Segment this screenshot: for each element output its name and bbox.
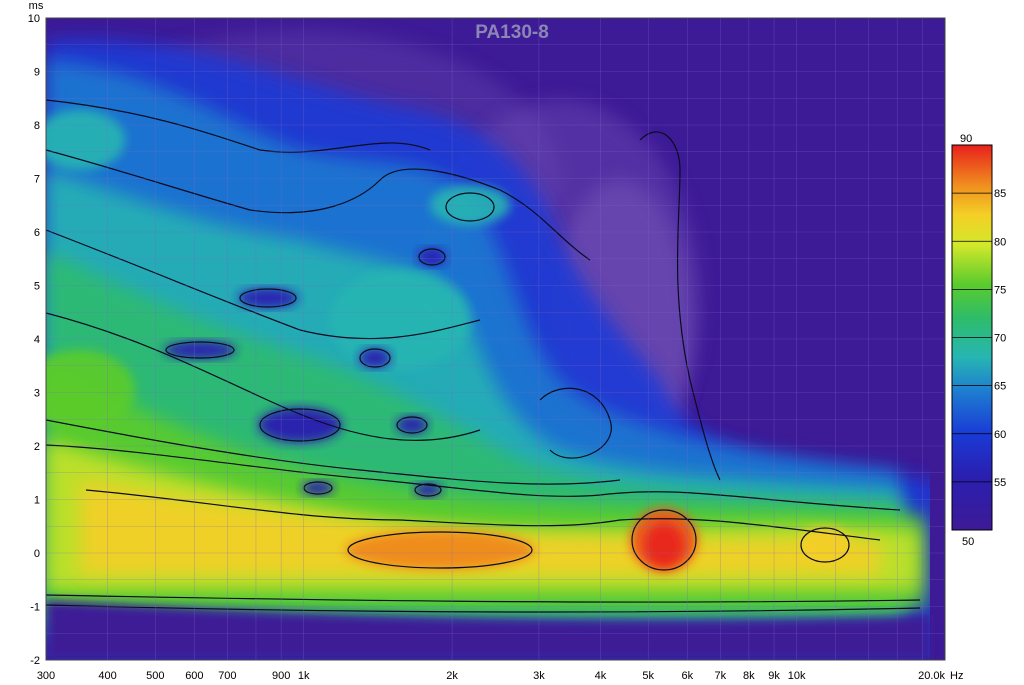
x-tick-label: 600 (185, 670, 203, 682)
x-tick-label: 10k (788, 670, 806, 682)
x-tick-label: 5k (642, 670, 654, 682)
contour-lines (46, 99, 921, 613)
x-axis: 300 400 500 600 700 900 1k 2k 3k 4k 5k 6k 7k 8k 9k 10k 2… (37, 670, 946, 682)
colorbar-top-label: 90 (960, 133, 972, 145)
colorbar-tick-label: 80 (994, 236, 1006, 248)
x-tick-label: 7k (714, 670, 726, 682)
x-tick-label: 1k (298, 670, 310, 682)
x-tick-label: 700 (218, 670, 236, 682)
x-tick-label: 20.0k (918, 670, 945, 682)
y-tick-label: 7 (34, 174, 40, 186)
x-tick-label: 9k (768, 670, 780, 682)
y-axis: -2 -1 0 1 2 3 4 5 6 7 8 9 10 (28, 13, 40, 667)
y-tick-label: 4 (34, 334, 40, 346)
x-tick-label: 300 (37, 670, 55, 682)
x-tick-label: 4k (595, 670, 607, 682)
colorbar-tick-label: 85 (994, 188, 1006, 200)
colorbar-tick-label: 60 (994, 429, 1006, 441)
colorbar-tick-label: 75 (994, 284, 1006, 296)
chart-title: PA130-8 (475, 22, 549, 43)
colorbar-tick-label: 70 (994, 333, 1006, 345)
colorbar: 55 60 65 70 75 80 85 90 50 (951, 133, 1006, 548)
y-unit-label: ms (29, 0, 44, 12)
plot-frame (45, 17, 946, 661)
x-tick-label: 6k (681, 670, 693, 682)
x-tick-label: 900 (272, 670, 290, 682)
y-tick-label: 8 (34, 120, 40, 132)
colorbar-bottom-label: 50 (962, 536, 974, 548)
x-tick-label: 500 (146, 670, 164, 682)
y-tick-label: 2 (34, 441, 40, 453)
x-tick-label: 2k (446, 670, 458, 682)
y-tick-label: 5 (34, 281, 40, 293)
x-unit-label: Hz (950, 670, 963, 682)
y-tick-label: -2 (30, 655, 40, 667)
y-tick-label: 6 (34, 227, 40, 239)
y-tick-label: 1 (34, 495, 40, 507)
y-tick-label: 9 (34, 67, 40, 79)
y-tick-label: -1 (30, 602, 40, 614)
colorbar-ticks: 55 60 65 70 75 80 85 (952, 188, 1006, 489)
colorbar-tick-label: 55 (994, 477, 1006, 489)
y-tick-label: 0 (34, 548, 40, 560)
y-tick-label: 10 (28, 13, 40, 25)
x-tick-label: 8k (743, 670, 755, 682)
x-tick-label: 400 (98, 670, 116, 682)
x-tick-label: 3k (533, 670, 545, 682)
y-tick-label: 3 (34, 388, 40, 400)
colorbar-tick-label: 65 (994, 381, 1006, 393)
grid-lines (46, 18, 945, 660)
